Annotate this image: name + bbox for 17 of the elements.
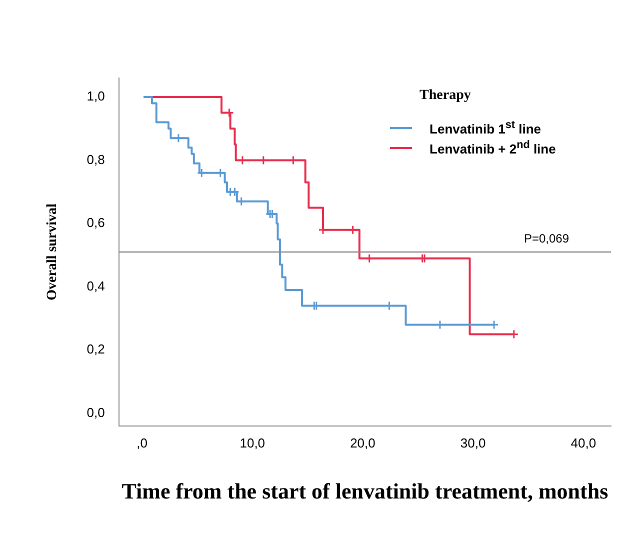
legend-label: Lenvatinib 1$^{st}$ line bbox=[430, 119, 542, 137]
annotation: P=0,069 bbox=[524, 231, 570, 246]
legend-label: Lenvatinib + 2$^{nd}$ line bbox=[430, 139, 556, 157]
y-tick-label: 0,8 bbox=[86, 152, 105, 167]
x-tick-label: 40,0 bbox=[570, 435, 596, 450]
y-axis-title: Overall survival bbox=[45, 203, 60, 300]
y-tick-label: 0,4 bbox=[86, 278, 105, 294]
y-tick-label: 0,0 bbox=[86, 404, 105, 420]
x-tick-label: 10,0 bbox=[240, 435, 266, 450]
x-axis-title: Time from the start of lenvatinib treatment, months bbox=[122, 478, 609, 504]
legend-title: Therapy bbox=[420, 88, 472, 104]
y-tick-label: 1,0 bbox=[86, 88, 105, 104]
x-tick-label: 30,0 bbox=[460, 435, 486, 450]
y-tick-label: 0,6 bbox=[86, 215, 105, 230]
x-tick-label: 20,0 bbox=[350, 435, 376, 450]
x-tick-label: ,0 bbox=[136, 435, 148, 450]
y-tick-label: 0,2 bbox=[86, 342, 105, 357]
